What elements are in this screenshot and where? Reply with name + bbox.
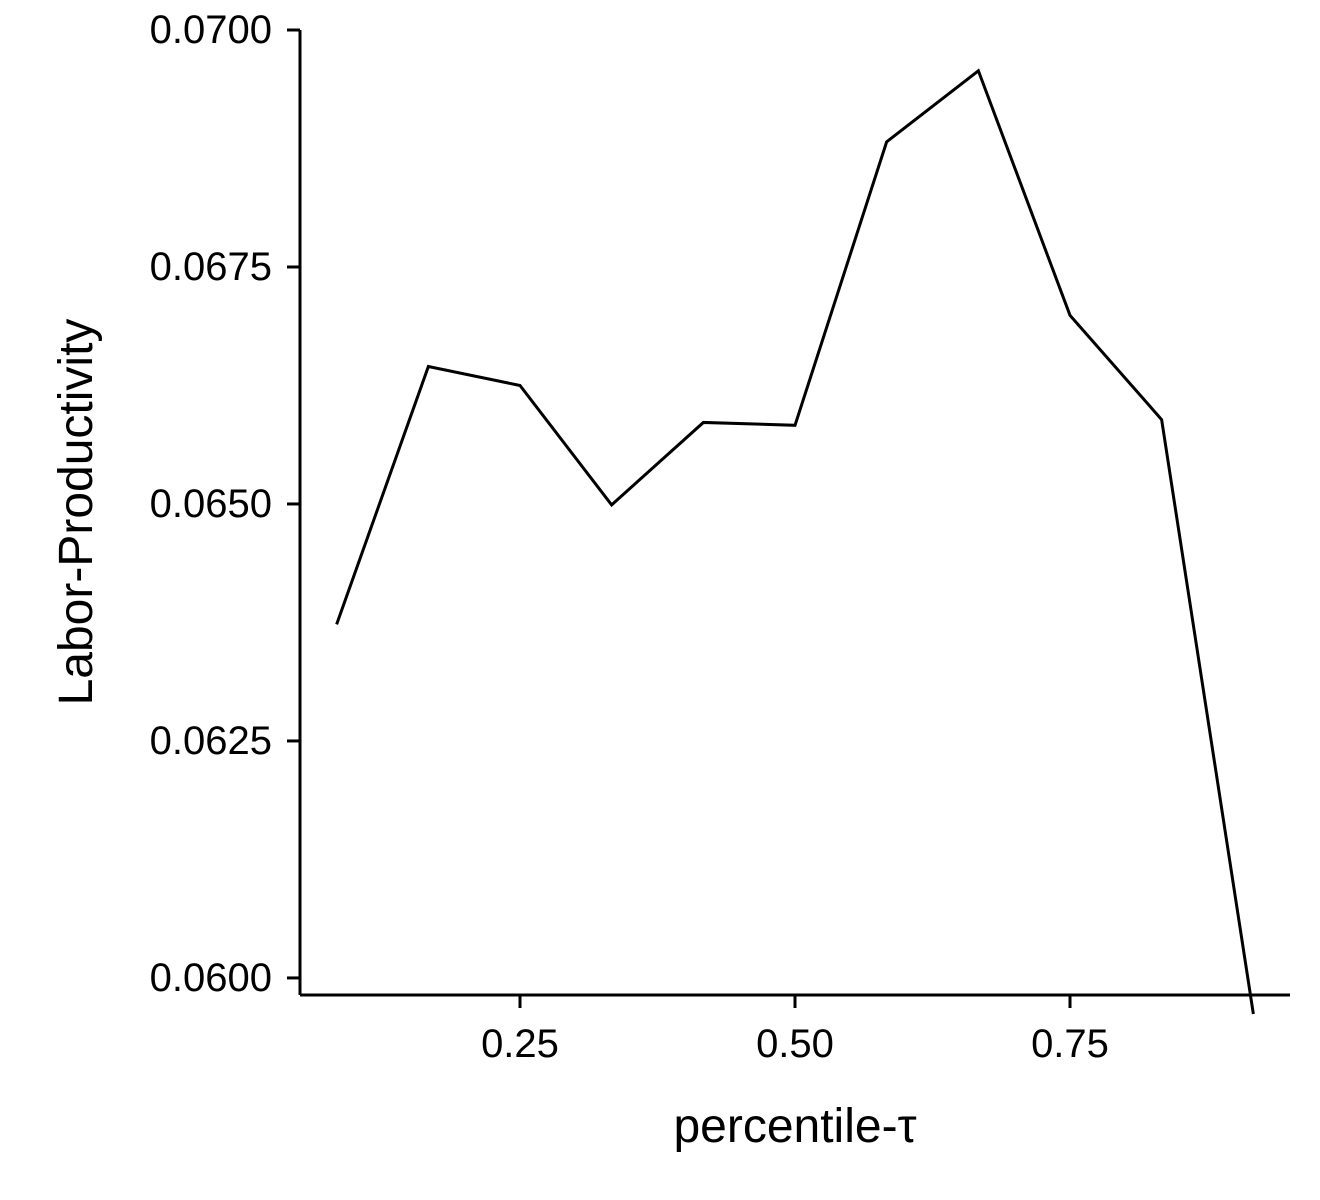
x-tick-label: 0.75 <box>1031 1022 1109 1066</box>
y-tick-label: 0.0700 <box>150 8 272 52</box>
x-axis-title: percentile-τ <box>673 1100 916 1153</box>
y-tick-label: 0.0675 <box>150 245 272 289</box>
x-axis-ticks: 0.25 0.50 0.75 <box>481 995 1109 1066</box>
y-axis-title: Labor-Productivity <box>50 319 103 706</box>
x-tick-label: 0.50 <box>756 1022 834 1066</box>
y-tick-label: 0.0600 <box>150 956 272 1000</box>
x-tick-label: 0.25 <box>481 1022 559 1066</box>
series-layer <box>335 68 1255 1015</box>
series-line <box>335 68 1255 1015</box>
y-tick-label: 0.0625 <box>150 719 272 763</box>
y-axis-ticks: 0.0600 0.0625 0.0650 0.0675 0.0700 <box>150 8 300 1000</box>
y-tick-label: 0.0650 <box>150 482 272 526</box>
